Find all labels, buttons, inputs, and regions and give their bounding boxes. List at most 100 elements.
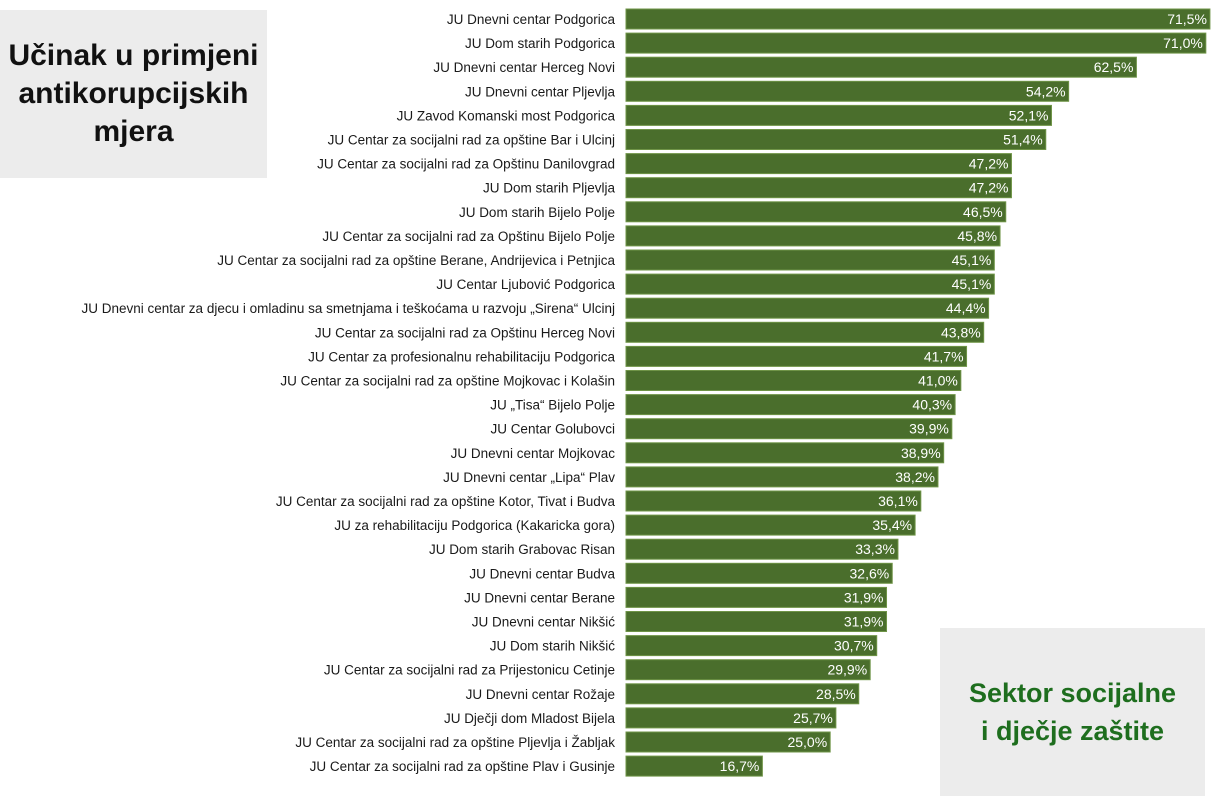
value-label-26: 31,9% [844, 614, 884, 630]
category-label-16: JU Centar za socijalni rad za opštine Mo… [280, 374, 615, 389]
sector-label-line-1: Sektor socijalne [968, 678, 1177, 708]
category-label-17: JU „Tisa“ Bijelo Polje [490, 398, 615, 413]
value-label-21: 36,1% [878, 493, 918, 509]
category-label-14: JU Centar za socijalni rad za Opštinu He… [315, 325, 615, 340]
sector-label-box: Sektor socijalne i dječje zaštite [940, 628, 1205, 796]
value-label-10: 45,8% [957, 228, 997, 244]
value-label-12: 45,1% [952, 276, 992, 292]
bar-28 [625, 659, 871, 681]
bar-22 [625, 514, 916, 536]
category-label-3: JU Dnevni centar Herceg Novi [433, 60, 615, 75]
bar-9 [625, 201, 1007, 223]
sector-label-line-2: i dječje zaštite [980, 716, 1165, 746]
bar-31 [625, 731, 831, 753]
bar-32 [625, 755, 763, 777]
category-label-10: JU Centar za socijalni rad za Opštinu Bi… [322, 229, 615, 244]
bar-4 [625, 80, 1070, 102]
category-label-24: JU Dnevni centar Budva [469, 566, 615, 581]
chart-title-line-2: antikorupcijskih [18, 77, 249, 110]
value-label-19: 38,9% [901, 445, 941, 461]
value-label-28: 29,9% [827, 662, 867, 678]
category-label-20: JU Dnevni centar „Lipa“ Plav [443, 470, 615, 485]
value-label-13: 44,4% [946, 300, 986, 316]
value-label-11: 45,1% [952, 252, 992, 268]
category-label-1: JU Dnevni centar Podgorica [447, 12, 616, 27]
bar-15 [625, 345, 968, 367]
bar-29 [625, 683, 860, 705]
category-label-29: JU Dnevni centar Rožaje [466, 687, 615, 702]
bars-group [625, 8, 1211, 777]
category-label-15: JU Centar za profesionalnu rehabilitacij… [308, 349, 615, 364]
value-label-31: 25,0% [787, 734, 827, 750]
bar-5 [625, 104, 1052, 126]
value-label-32: 16,7% [720, 758, 760, 774]
category-label-13: JU Dnevni centar za djecu i omladinu sa … [82, 301, 615, 316]
category-label-22: JU za rehabilitaciju Podgorica (Kakarick… [334, 518, 615, 533]
value-label-24: 32,6% [850, 565, 890, 581]
category-label-27: JU Dom starih Nikšić [490, 639, 616, 654]
chart-title-line-1: Učinak u primjeni [8, 39, 259, 72]
bar-25 [625, 586, 888, 608]
bar-20 [625, 466, 939, 488]
category-label-21: JU Centar za socijalni rad za opštine Ko… [276, 494, 616, 509]
bar-2 [625, 32, 1207, 54]
category-label-31: JU Centar za socijalni rad za opštine Pl… [295, 735, 615, 750]
value-label-5: 52,1% [1009, 107, 1049, 123]
value-label-30: 25,7% [793, 710, 833, 726]
value-label-25: 31,9% [844, 589, 884, 605]
bar-16 [625, 370, 962, 391]
bar-19 [625, 442, 945, 464]
value-label-23: 33,3% [855, 541, 895, 557]
value-label-6: 51,4% [1003, 132, 1043, 148]
value-label-1: 71,5% [1167, 11, 1207, 27]
value-label-22: 35,4% [872, 517, 912, 533]
category-labels-group: JU Dnevni centar Podgorica JU Dom starih … [82, 12, 616, 774]
bar-11 [625, 249, 995, 271]
category-label-25: JU Dnevni centar Berane [464, 590, 615, 605]
value-label-20: 38,2% [895, 469, 935, 485]
bar-3 [625, 56, 1137, 78]
bar-6 [625, 129, 1047, 150]
value-label-2: 71,0% [1163, 35, 1203, 51]
value-labels-group: 71,5% 71,0% 62,5% 54,2% 52,1% 51,4% 47,2% 47,2%… [720, 11, 1207, 774]
bar-26 [625, 611, 888, 632]
category-label-8: JU Dom starih Pljevlja [483, 181, 616, 196]
value-label-7: 47,2% [969, 156, 1009, 172]
bar-14 [625, 321, 985, 343]
bar-30 [625, 707, 837, 729]
value-label-4: 54,2% [1026, 83, 1066, 99]
value-label-27: 30,7% [834, 638, 874, 654]
bar-17 [625, 394, 956, 416]
chart-title: Učinak u primjeni antikorupcijskih mjera [8, 37, 258, 151]
category-label-30: JU Dječji dom Mladost Bijela [444, 711, 616, 726]
value-label-9: 46,5% [963, 204, 1003, 220]
category-label-19: JU Dnevni centar Mojkovac [451, 446, 616, 461]
value-label-17: 40,3% [912, 397, 952, 413]
bar-7 [625, 153, 1012, 175]
value-label-15: 41,7% [924, 348, 964, 364]
value-label-29: 28,5% [816, 686, 856, 702]
category-label-11: JU Centar za socijalni rad za opštine Be… [217, 253, 615, 268]
bar-21 [625, 490, 922, 512]
bar-10 [625, 225, 1001, 247]
bar-24 [625, 562, 893, 584]
bar-13 [625, 297, 990, 319]
value-label-14: 43,8% [941, 324, 981, 340]
bar-8 [625, 177, 1012, 199]
category-label-7: JU Centar za socijalni rad za Opštinu Da… [317, 157, 615, 172]
category-label-26: JU Dnevni centar Nikšić [472, 615, 616, 630]
sector-label: Sektor socijalne i dječje zaštite [969, 674, 1176, 750]
chart-title-line-3: mjera [93, 115, 174, 148]
chart-title-box: Učinak u primjeni antikorupcijskih mjera [0, 10, 267, 178]
value-label-8: 47,2% [969, 180, 1009, 196]
category-label-6: JU Centar za socijalni rad za opštine Ba… [328, 133, 615, 148]
category-label-18: JU Centar Golubovci [490, 422, 615, 437]
bar-12 [625, 273, 995, 295]
value-label-3: 62,5% [1094, 59, 1134, 75]
value-label-18: 39,9% [909, 421, 949, 437]
bar-23 [625, 538, 899, 560]
value-label-16: 41,0% [918, 373, 958, 389]
bar-27 [625, 635, 878, 657]
category-label-23: JU Dom starih Grabovac Risan [429, 542, 615, 557]
